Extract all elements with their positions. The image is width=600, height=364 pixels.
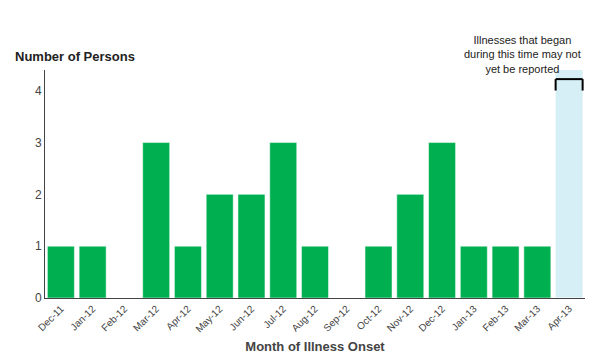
- svg-text:Apr-13: Apr-13: [545, 303, 574, 332]
- svg-text:Nov-12: Nov-12: [385, 303, 416, 334]
- svg-text:4: 4: [35, 84, 42, 98]
- svg-text:May-12: May-12: [193, 303, 225, 335]
- svg-text:Aug-12: Aug-12: [289, 303, 320, 334]
- svg-text:Feb-12: Feb-12: [99, 303, 129, 333]
- svg-text:3: 3: [35, 136, 42, 150]
- svg-text:Jan-12: Jan-12: [68, 303, 98, 333]
- svg-text:Jun-12: Jun-12: [227, 303, 257, 333]
- svg-text:Dec-12: Dec-12: [416, 303, 447, 334]
- svg-text:Feb-13: Feb-13: [480, 303, 510, 333]
- svg-text:Oct-12: Oct-12: [354, 303, 383, 332]
- svg-text:Number of Persons: Number of Persons: [15, 49, 135, 64]
- svg-text:Dec-11: Dec-11: [36, 303, 66, 333]
- svg-text:Illnesses that beganduring thi: Illnesses that beganduring this time may…: [464, 34, 581, 75]
- svg-text:Mar-13: Mar-13: [512, 303, 542, 333]
- svg-text:Sep-12: Sep-12: [321, 303, 352, 334]
- svg-text:2: 2: [35, 188, 42, 202]
- svg-text:Jul-12: Jul-12: [261, 303, 288, 330]
- svg-text:Apr-12: Apr-12: [164, 303, 193, 332]
- svg-text:Jan-13: Jan-13: [449, 303, 479, 333]
- svg-text:0: 0: [35, 291, 42, 305]
- svg-text:Mar-12: Mar-12: [131, 303, 161, 333]
- svg-text:Month of Illness Onset: Month of Illness Onset: [245, 339, 385, 354]
- svg-text:1: 1: [35, 239, 42, 253]
